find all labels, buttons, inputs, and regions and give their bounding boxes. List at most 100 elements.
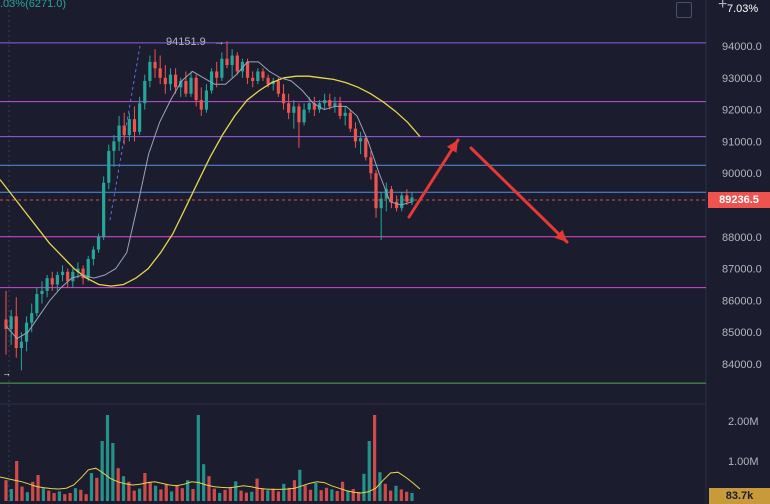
down-arrow-icon — [469, 146, 569, 244]
volume-bar — [95, 477, 99, 501]
price-tick-label: 92000.0 — [722, 105, 762, 117]
candle-body — [96, 236, 101, 250]
candle-body — [40, 290, 44, 295]
price-tick-label: 86000.0 — [722, 295, 762, 307]
volume-bar — [207, 476, 211, 501]
candle-body — [225, 58, 229, 66]
candle-body — [194, 77, 198, 101]
candle-body — [60, 271, 65, 275]
candle-body — [199, 100, 203, 110]
candle-body — [138, 103, 142, 132]
candle-body — [364, 138, 368, 158]
volume-bar — [100, 441, 104, 501]
candle-body — [328, 100, 332, 107]
candle-body — [230, 55, 234, 66]
candle-body — [204, 90, 209, 110]
volume-bar — [405, 491, 409, 501]
candle-body — [35, 294, 39, 314]
volume-bar — [68, 493, 72, 501]
candle-body — [353, 128, 358, 142]
volume-bar — [276, 491, 281, 501]
candle-body — [256, 71, 260, 81]
candle-body — [19, 341, 24, 349]
candle-body — [287, 103, 291, 113]
candle-body — [307, 103, 311, 110]
volume-bar — [132, 490, 136, 501]
volume-bar — [202, 464, 206, 501]
candle-body — [163, 77, 167, 85]
volume-bar — [170, 491, 174, 501]
toolbar-icon[interactable] — [676, 2, 692, 18]
high-annotation: 94151.9 — [166, 36, 206, 48]
slow-moving-average — [0, 75, 421, 287]
volume-bar — [362, 473, 366, 501]
volume-bar — [31, 481, 35, 501]
volume-bar — [378, 472, 382, 501]
price-tick-label: 91000.0 — [722, 136, 762, 148]
candle-body — [174, 74, 178, 88]
candle-body — [374, 173, 378, 209]
percent-change: 7.03% — [727, 3, 759, 15]
volume-bar — [111, 443, 115, 501]
volume-bar — [148, 481, 152, 501]
candle-body — [369, 157, 373, 174]
candle-body — [348, 112, 352, 129]
candle-body — [240, 61, 244, 72]
price-axis-ticks: 94000.0 93000.0 92000.0 91000.0 90000.0 88000… — [722, 41, 762, 371]
volume-bar — [41, 488, 45, 501]
volume-bar — [340, 481, 345, 501]
candle-body — [24, 322, 29, 342]
candle-body — [143, 80, 147, 104]
volume-bar — [356, 492, 361, 501]
volume-bar — [52, 493, 56, 501]
volume-bar — [367, 441, 371, 501]
candle-body — [405, 195, 409, 202]
volume-bar — [20, 486, 24, 501]
candle-body — [400, 195, 404, 209]
candle-body — [323, 100, 327, 104]
candle-body — [189, 77, 193, 94]
volume-bar — [164, 484, 168, 501]
candle-body — [9, 316, 13, 330]
volume-bar — [159, 489, 163, 501]
candle-body — [209, 71, 214, 91]
price-tick-label: 85000.0 — [722, 327, 762, 339]
candle-body — [338, 103, 342, 116]
candle-body — [112, 141, 116, 151]
candle-body — [122, 125, 126, 136]
price-tick-label: 90000.0 — [722, 168, 762, 180]
low-marker-arrow-icon: → — [2, 368, 11, 378]
candle-body — [127, 119, 131, 136]
candle-body — [158, 68, 162, 78]
candle-body — [184, 80, 188, 94]
volume-bar — [137, 488, 142, 501]
down-arrow-icon-head — [554, 229, 567, 242]
candle-body — [30, 313, 34, 323]
volume-bar — [212, 488, 216, 501]
volume-bar — [116, 468, 120, 501]
volume-bar — [105, 415, 110, 501]
volume-bar — [351, 489, 355, 501]
candle-body — [245, 61, 250, 78]
candle-body — [168, 74, 173, 85]
candle-body — [394, 201, 399, 209]
candle-body — [302, 109, 306, 123]
volume-bar — [153, 485, 158, 501]
volume-bar — [383, 483, 387, 501]
candle-body — [389, 189, 394, 202]
volume-bar — [250, 491, 254, 501]
volume-bar — [84, 494, 88, 501]
volume-bar — [223, 489, 227, 501]
volume-bar — [271, 488, 275, 501]
volume-bar — [218, 493, 222, 501]
candle-body — [384, 189, 388, 199]
candle-body — [179, 80, 183, 88]
candle-body — [71, 271, 75, 282]
volume-bar — [287, 487, 291, 501]
volume-bar — [292, 480, 297, 501]
add-icon[interactable]: + — [718, 0, 728, 13]
volume-bar — [57, 491, 62, 501]
volume-bar — [121, 476, 126, 501]
